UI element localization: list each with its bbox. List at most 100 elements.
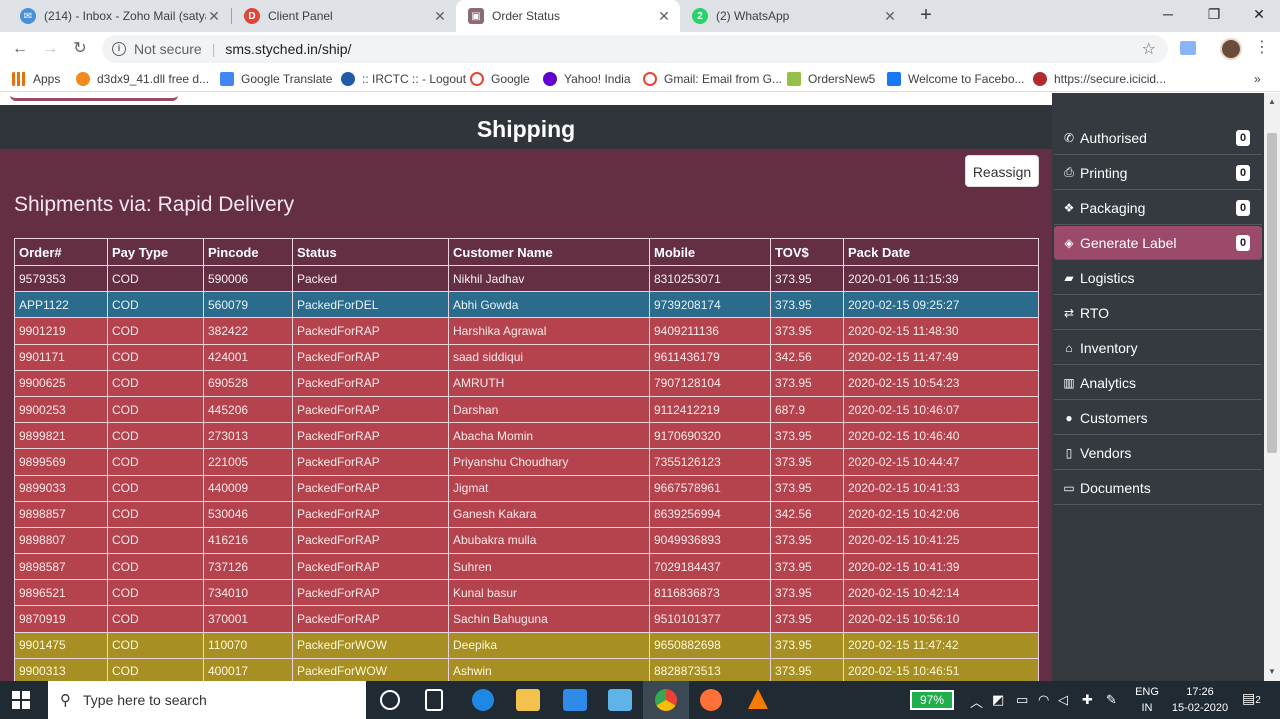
bookmarks-overflow-icon[interactable]: »: [1254, 72, 1261, 86]
store-icon[interactable]: [563, 689, 587, 711]
bookmark-google[interactable]: Google: [470, 70, 530, 88]
bookmark-gmail[interactable]: Gmail: Email from G...: [643, 70, 782, 88]
gift-icon[interactable]: ✚: [1082, 692, 1093, 707]
minimize-button[interactable]: ─: [1163, 6, 1173, 22]
table-row[interactable]: 9901475 COD 110070 PackedForWOW Deepika 96508…: [14, 631, 1039, 659]
notifications-icon[interactable]: ▤2: [1242, 690, 1261, 706]
bookmark-irctc[interactable]: :: IRCTC :: - Logout: [341, 70, 466, 88]
table-cell: APP1122: [14, 291, 108, 319]
sidebar-item-authorised[interactable]: ✆ Authorised 0: [1054, 121, 1262, 155]
window-close-button[interactable]: ✕: [1253, 6, 1265, 22]
edge-icon[interactable]: [472, 689, 494, 711]
wifi-icon[interactable]: ◠: [1038, 692, 1050, 707]
vlc-icon[interactable]: [748, 689, 768, 709]
extension-icon[interactable]: [1180, 41, 1196, 55]
maximize-button[interactable]: ❐: [1207, 6, 1221, 22]
sidebar-item-label: Generate Label: [1080, 234, 1177, 251]
table-cell: 373.95: [770, 422, 844, 450]
table-row[interactable]: 9899821 COD 273013 PackedForRAP Abacha Momin…: [14, 422, 1039, 450]
sidebar-item-customers[interactable]: ● Customers: [1054, 401, 1262, 435]
table-row[interactable]: 9896521 COD 734010 PackedForRAP Kunal basur 8…: [14, 579, 1039, 607]
tab-whatsapp[interactable]: 2 (2) WhatsApp ✕: [680, 0, 906, 32]
bookmark-dll[interactable]: d3dx9_41.dll free d...: [76, 70, 209, 88]
close-icon[interactable]: ✕: [434, 7, 446, 24]
language-code[interactable]: ENG: [1135, 686, 1159, 698]
home-icon: ⌂: [1065, 340, 1073, 355]
sidebar-item-rto[interactable]: ⇄ RTO: [1054, 296, 1262, 330]
sidebar-item-logistics[interactable]: ▰ Logistics: [1054, 261, 1262, 295]
sidebar-item-printing[interactable]: ⎙ Printing 0: [1054, 156, 1262, 190]
chevron-up-icon[interactable]: ︿: [970, 695, 984, 710]
table-row[interactable]: 9898587 COD 737126 PackedForRAP Suhren 702918…: [14, 553, 1039, 581]
table-row[interactable]: 9900625 COD 690528 PackedForRAP AMRUTH 790712…: [14, 369, 1039, 397]
battery-indicator[interactable]: 97%: [910, 690, 954, 710]
volume-icon[interactable]: ◁: [1058, 692, 1068, 707]
task-view-icon[interactable]: [425, 689, 443, 711]
table-row[interactable]: 9900253 COD 445206 PackedForRAP Darshan 91124…: [14, 395, 1039, 424]
bookmark-google-translate[interactable]: Google Translate: [220, 70, 332, 88]
forward-arrow-icon[interactable]: →: [42, 40, 58, 57]
firefox-icon[interactable]: [700, 689, 722, 711]
clock-time[interactable]: 17:26: [1186, 686, 1214, 698]
tab-order-status[interactable]: ▣ Order Status ✕: [456, 0, 680, 32]
table-cell: PackedForRAP: [292, 579, 449, 607]
bookmark-ordersnew5[interactable]: OrdersNew5: [787, 70, 875, 88]
bookmark-facebook[interactable]: Welcome to Facebo...: [887, 70, 1025, 88]
sidebar-item-inventory[interactable]: ⌂ Inventory: [1054, 331, 1262, 365]
table-cell: 9900253: [14, 395, 108, 424]
bookmark-apps[interactable]: Apps: [12, 70, 60, 88]
close-icon[interactable]: ✕: [208, 7, 220, 24]
table-row[interactable]: APP1122 COD 560079 PackedForDEL Abhi Gowda 97…: [14, 291, 1039, 319]
address-bar[interactable]: i Not secure | sms.styched.in/ship/ ☆: [102, 35, 1168, 63]
new-tab-button[interactable]: +: [920, 4, 932, 26]
sidebar-item-documents[interactable]: ▭ Documents: [1054, 471, 1262, 505]
table-row[interactable]: 9870919 COD 370001 PackedForRAP Sachin Bahug…: [14, 605, 1039, 633]
more-menu-icon[interactable]: ⋮: [1254, 39, 1270, 56]
table-cell: 9667578961: [649, 474, 771, 502]
cortana-icon[interactable]: [380, 690, 400, 710]
profile-avatar[interactable]: [1220, 38, 1242, 60]
clock-date[interactable]: 15-02-2020: [1171, 702, 1229, 714]
pen-icon[interactable]: ✎: [1106, 692, 1117, 707]
reassign-button[interactable]: Reassign: [965, 155, 1039, 187]
table-row[interactable]: 9899033 COD 440009 PackedForRAP Jigmat 966757…: [14, 474, 1039, 502]
table-row[interactable]: 9579353 COD 590006 Packed Nikhil Jadhav 83102…: [14, 264, 1039, 293]
reload-icon[interactable]: ↻: [73, 40, 87, 57]
column-header: Pack Date: [843, 238, 1039, 266]
file-explorer-icon[interactable]: [516, 689, 540, 711]
sidebar-item-analytics[interactable]: ▥ Analytics: [1054, 366, 1262, 400]
table-cell: 2020-01-06 11:15:39: [843, 264, 1039, 293]
table-cell: 2020-02-15 10:54:23: [843, 369, 1039, 397]
table-row[interactable]: 9901219 COD 382422 PackedForRAP Harshika Agr…: [14, 317, 1039, 345]
bookmark-star-icon[interactable]: ☆: [1141, 41, 1156, 58]
table-row[interactable]: 9898807 COD 416216 PackedForRAP Abubakra mul…: [14, 526, 1039, 555]
info-icon[interactable]: i: [112, 42, 126, 56]
sidebar-item-vendors[interactable]: ▯ Vendors: [1054, 436, 1262, 470]
tab-zoho-mail[interactable]: ✉ (214) - Inbox - Zoho Mail (satyaj ✕: [8, 0, 230, 32]
chrome-icon[interactable]: [655, 689, 677, 711]
table-row[interactable]: 9901171 COD 424001 PackedForRAP saad siddiqu…: [14, 343, 1039, 371]
bookmark-yahoo[interactable]: Yahoo! India: [543, 70, 631, 88]
page-scrollbar[interactable]: ▲ ▼: [1264, 93, 1280, 681]
close-icon[interactable]: ✕: [884, 7, 896, 24]
scroll-up-icon[interactable]: ▲: [1268, 97, 1276, 106]
language-region[interactable]: IN: [1141, 702, 1153, 714]
back-arrow-icon[interactable]: ←: [12, 40, 28, 57]
table-cell: 2020-02-15 10:41:33: [843, 474, 1039, 502]
table-row[interactable]: 9898857 COD 530046 PackedForRAP Ganesh Kakar…: [14, 500, 1039, 528]
acrobat-icon[interactable]: ◩: [992, 692, 1005, 707]
scroll-thumb[interactable]: [1267, 133, 1277, 453]
table-row[interactable]: 9899569 COD 221005 PackedForRAP Priyanshu Ch…: [14, 448, 1039, 476]
tab-client-panel[interactable]: D Client Panel ✕: [232, 0, 456, 32]
taskbar-search[interactable]: ⚲ Type here to search: [48, 681, 366, 719]
close-icon[interactable]: ✕: [658, 7, 670, 24]
battery-icon[interactable]: ▭: [1016, 692, 1029, 707]
sidebar-item-generate-label[interactable]: ◈ Generate Label 0: [1054, 226, 1262, 260]
scroll-down-icon[interactable]: ▼: [1268, 667, 1276, 676]
remote-desktop-icon[interactable]: [608, 689, 632, 711]
sidebar-item-packaging[interactable]: ❖ Packaging 0: [1054, 191, 1262, 225]
table-row[interactable]: 9900313 COD 400017 PackedForWOW Ashwin 882887…: [14, 657, 1039, 681]
bookmark-icici[interactable]: https://secure.icicid...: [1033, 70, 1166, 88]
table-cell: 342.56: [770, 343, 844, 371]
windows-start-icon[interactable]: [12, 691, 30, 709]
